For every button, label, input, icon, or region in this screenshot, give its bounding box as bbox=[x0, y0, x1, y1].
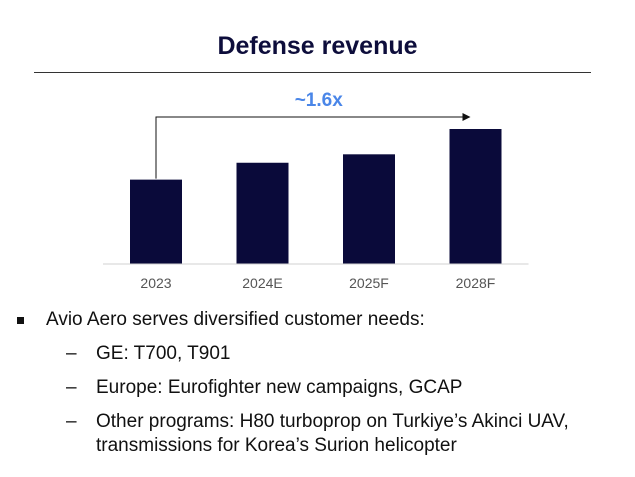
bar-2025F bbox=[343, 154, 395, 264]
bullet-item: Avio Aero serves diversified customer ne… bbox=[16, 308, 626, 332]
bar-2024E bbox=[236, 162, 289, 264]
sub-bullet-item: – Other programs: H80 turboprop on Turki… bbox=[66, 410, 626, 458]
bar-2028F bbox=[449, 129, 502, 264]
bullet-list: Avio Aero serves diversified customer ne… bbox=[16, 308, 626, 458]
growth-annotation: ~1.6x bbox=[295, 90, 344, 111]
square-bullet-icon bbox=[17, 317, 24, 324]
sub-bullet-text: Europe: Eurofighter new campaigns, GCAP bbox=[96, 377, 463, 398]
sub-bullet-item: – Europe: Eurofighter new campaigns, GCA… bbox=[66, 376, 626, 400]
dash-bullet: – bbox=[66, 343, 77, 364]
sub-bullet-text: GE: T700, T901 bbox=[96, 343, 231, 364]
bar-2023 bbox=[130, 179, 182, 264]
bar-chart: 2023 2024E 2025F 2028F ~1.6x bbox=[103, 90, 529, 291]
sub-bullet-text: Other programs: H80 turboprop on Turkiye… bbox=[96, 411, 569, 456]
growth-arrow bbox=[155, 113, 471, 179]
x-tick-label: 2024E bbox=[242, 275, 282, 291]
chart-title: Defense revenue bbox=[217, 32, 418, 60]
x-tick-label: 2023 bbox=[140, 275, 171, 291]
dash-bullet: – bbox=[66, 411, 77, 432]
dash-bullet: – bbox=[66, 377, 77, 398]
sub-bullet-item: – GE: T700, T901 bbox=[66, 342, 626, 366]
title-divider bbox=[34, 72, 591, 73]
bullet-text: Avio Aero serves diversified customer ne… bbox=[46, 309, 425, 330]
x-tick-label: 2028F bbox=[456, 275, 496, 291]
x-tick-label: 2025F bbox=[349, 275, 389, 291]
